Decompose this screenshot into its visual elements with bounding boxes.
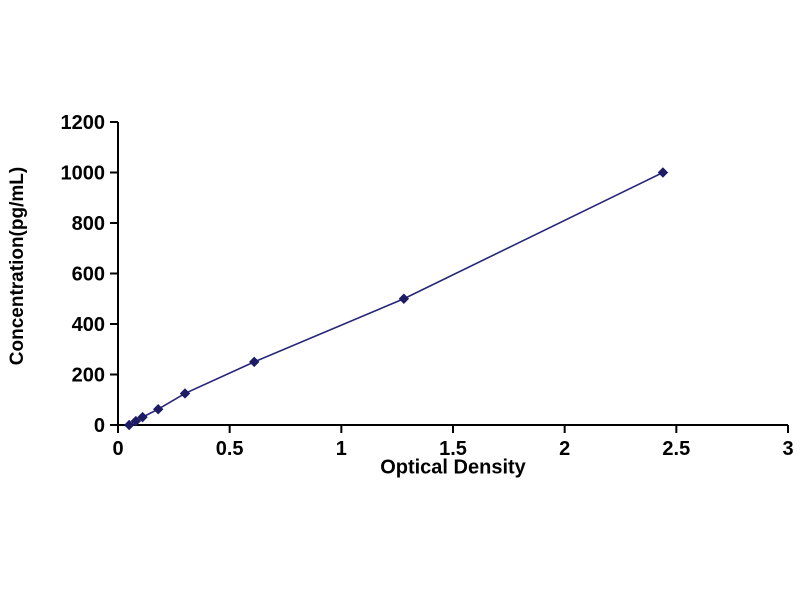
- x-tick-label: 1: [336, 438, 347, 460]
- y-tick-label: 800: [72, 213, 105, 235]
- y-tick-label: 200: [72, 365, 105, 387]
- x-tick-label: 0: [112, 438, 123, 460]
- series-line: [128, 171, 664, 426]
- data-point-marker: [130, 415, 142, 427]
- x-tick-label: 1.5: [439, 438, 467, 460]
- y-tick-label: 0: [94, 415, 105, 437]
- data-point-marker: [123, 419, 135, 431]
- data-point-marker: [398, 293, 410, 304]
- data-point-marker: [152, 404, 164, 415]
- data-point-marker: [249, 356, 260, 368]
- x-tick-label: 0.5: [216, 438, 244, 460]
- y-tick-label: 600: [72, 264, 105, 286]
- data-point-marker: [179, 388, 191, 399]
- x-axis-label: Optical Density: [380, 456, 526, 479]
- axis-lines: [117, 122, 788, 426]
- data-point-marker: [137, 411, 148, 423]
- x-tick-label: 3: [782, 438, 793, 460]
- y-tick-label: 1000: [61, 163, 106, 185]
- x-tick-label: 2.5: [662, 438, 690, 460]
- x-tick-label: 2: [559, 438, 570, 460]
- y-tick-label: 1200: [61, 112, 106, 134]
- data-point-marker: [657, 167, 669, 178]
- y-tick-label: 400: [72, 314, 105, 336]
